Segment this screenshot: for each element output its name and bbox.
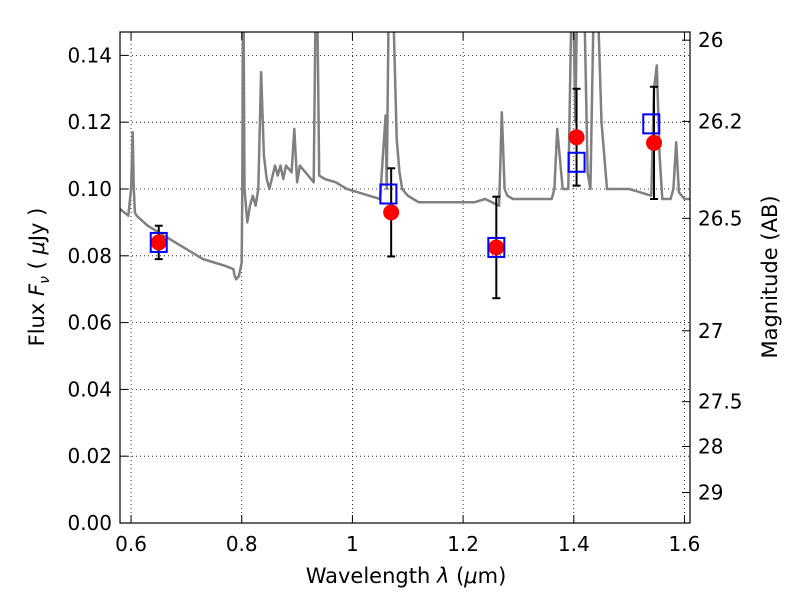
y-axis-label: Flux Fν ( μJy ) [25,208,53,347]
y2-tick-label: 26 [698,28,723,52]
y2-tick-label: 26.2 [698,109,743,133]
observed-point [488,239,505,256]
model-point-layer [149,113,661,258]
x-axis-label: Wavelength λ (μm) [306,564,507,588]
observed-point [150,234,167,251]
model-point [379,183,398,205]
x-tick-label: 1.2 [447,532,479,556]
y-tick-label: 0.12 [67,110,112,134]
y2-tick-label: 28 [698,434,723,458]
y-tick-label: 0.04 [67,377,112,401]
y-tick-label: 0.02 [67,444,112,468]
x-tick-label: 1.6 [669,532,701,556]
y-tick-label: 0.08 [67,244,112,268]
model-point [642,113,661,135]
sed-layer [120,32,690,281]
observed-point-layer [150,129,663,256]
axis-layer: 0.6 0.8 1 1.2 1.4 1.6 0.00 0.02 0.04 0.06 0.08 0.10… [67,28,742,556]
sed-line [120,32,690,281]
y2-axis-label: Magnitude (AB) [758,195,782,358]
model-point [567,151,586,173]
y-tick-label: 0.10 [67,177,112,201]
y-tick-label: 0.14 [67,43,112,67]
x-tick-label: 0.8 [226,532,258,556]
observed-point [646,134,663,151]
plot-frame [119,31,691,524]
observed-point [383,204,400,221]
y-tick-label: 0.06 [67,311,112,335]
x-tick-label: 1 [346,532,359,556]
y2-tick-label: 27.5 [698,390,743,414]
y2-tick-label: 29 [698,481,723,505]
observed-point [568,129,585,146]
y-tick-label: 0.00 [67,511,112,535]
grid-layer [120,32,690,524]
x-tick-label: 0.6 [115,532,147,556]
model-point [149,231,168,253]
x-tick-label: 1.4 [558,532,590,556]
y2-tick-label: 27 [698,319,723,343]
model-point [487,236,506,258]
y2-tick-label: 26.5 [698,206,743,230]
